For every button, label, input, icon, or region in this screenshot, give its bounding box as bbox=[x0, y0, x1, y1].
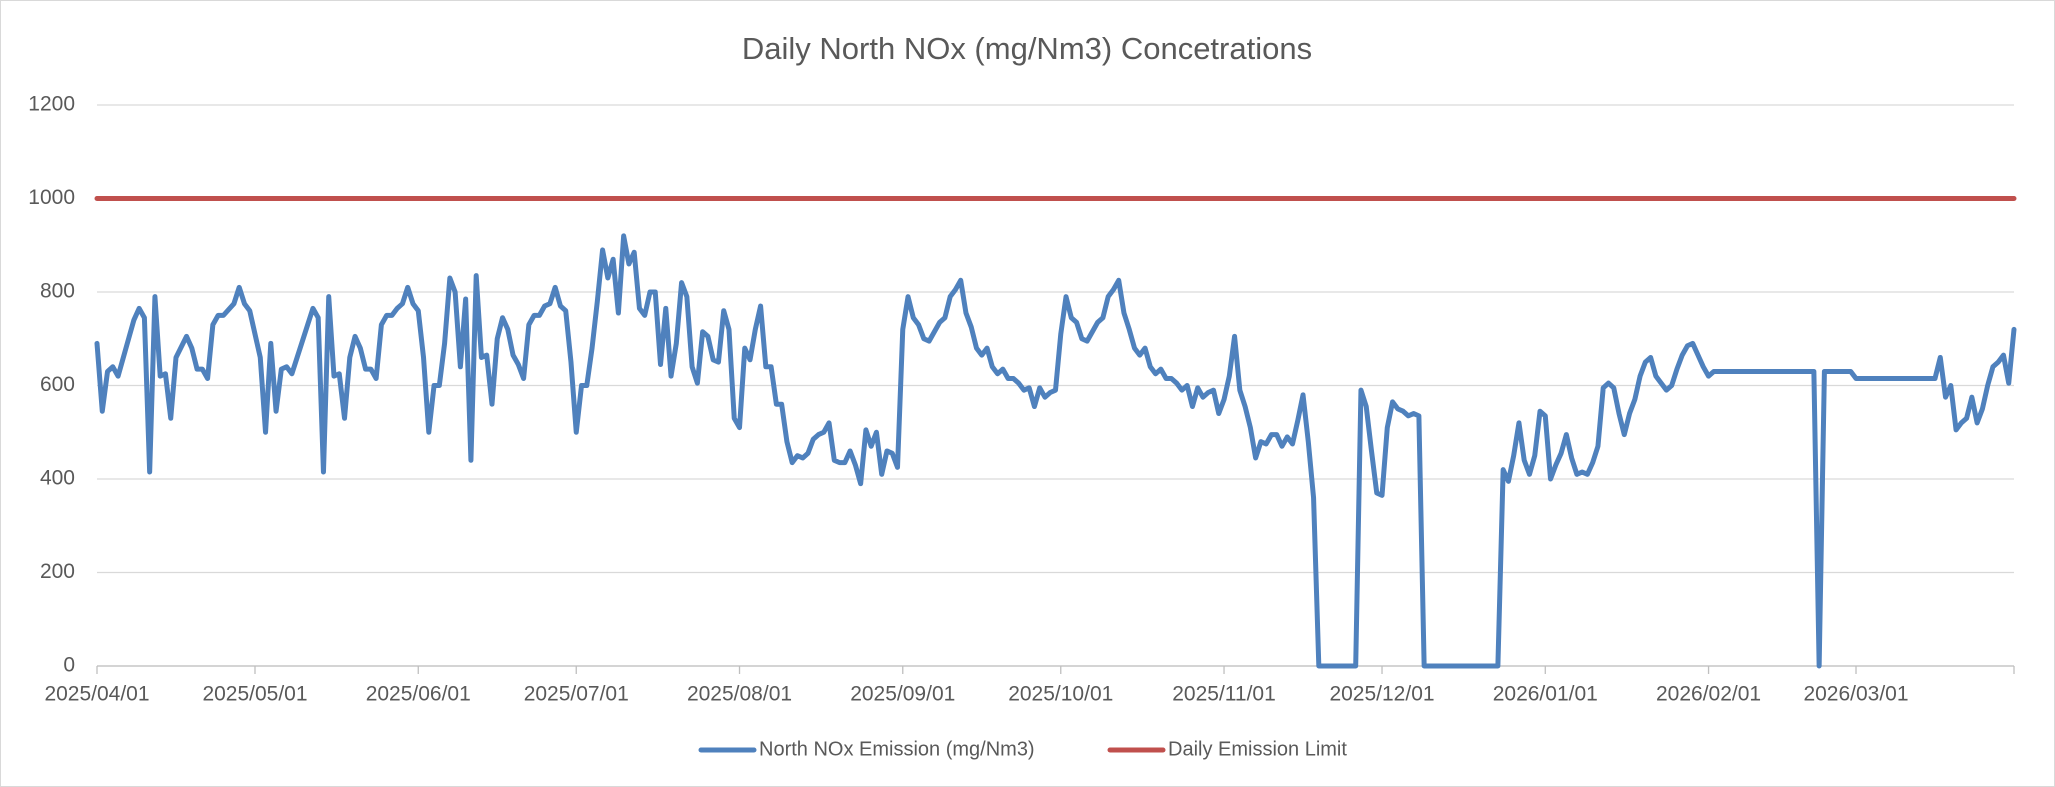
chart-title: Daily North NOx (mg/Nm3) Concetrations bbox=[742, 31, 1312, 66]
x-tick-label: 2025/06/01 bbox=[366, 683, 471, 706]
y-tick-label: 1000 bbox=[28, 186, 75, 209]
x-tick-label: 2025/12/01 bbox=[1329, 683, 1434, 706]
x-tick-label: 2026/02/01 bbox=[1656, 683, 1761, 706]
legend-label: Daily Emission Limit bbox=[1168, 738, 1347, 760]
y-tick-label: 600 bbox=[40, 373, 75, 396]
y-tick-label: 0 bbox=[63, 654, 75, 677]
x-tick-label: 2025/09/01 bbox=[850, 683, 955, 706]
legend-label: North NOx Emission (mg/Nm3) bbox=[759, 738, 1035, 760]
y-tick-label: 1200 bbox=[28, 93, 75, 116]
x-tick-label: 2025/08/01 bbox=[687, 683, 792, 706]
y-tick-label: 200 bbox=[40, 560, 75, 583]
x-tick-label: 2025/04/01 bbox=[44, 683, 149, 706]
series-line bbox=[94, 233, 2017, 669]
x-tick-label: 2026/01/01 bbox=[1493, 683, 1598, 706]
x-tick-label: 2025/05/01 bbox=[202, 683, 307, 706]
y-tick-label: 800 bbox=[40, 280, 75, 303]
x-tick-label: 2025/07/01 bbox=[524, 683, 629, 706]
x-tick-label: 2025/10/01 bbox=[1008, 683, 1113, 706]
x-tick-label: 2025/11/01 bbox=[1172, 683, 1276, 706]
y-tick-label: 400 bbox=[40, 467, 75, 490]
x-tick-label: 2026/03/01 bbox=[1803, 683, 1908, 706]
